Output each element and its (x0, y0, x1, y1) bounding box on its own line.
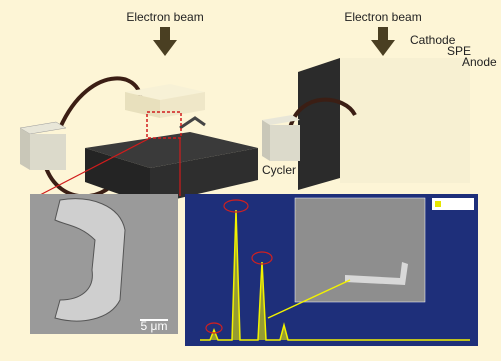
anode-label: Anode (462, 55, 497, 69)
legend-swatch (435, 201, 441, 207)
cycler-label: Cycler (262, 163, 296, 177)
figure: Electron beam Electron beam Cathode SPE … (0, 0, 501, 361)
inset-image (295, 198, 425, 302)
beam-label: Electron beam (344, 10, 421, 24)
battery-box (20, 122, 66, 170)
cell-cube (298, 58, 470, 190)
beam-label: Electron beam (126, 10, 203, 24)
page: Electron beam Electron beam Cathode SPE … (0, 0, 501, 361)
scale-bar-label: 5 μm (141, 319, 168, 333)
